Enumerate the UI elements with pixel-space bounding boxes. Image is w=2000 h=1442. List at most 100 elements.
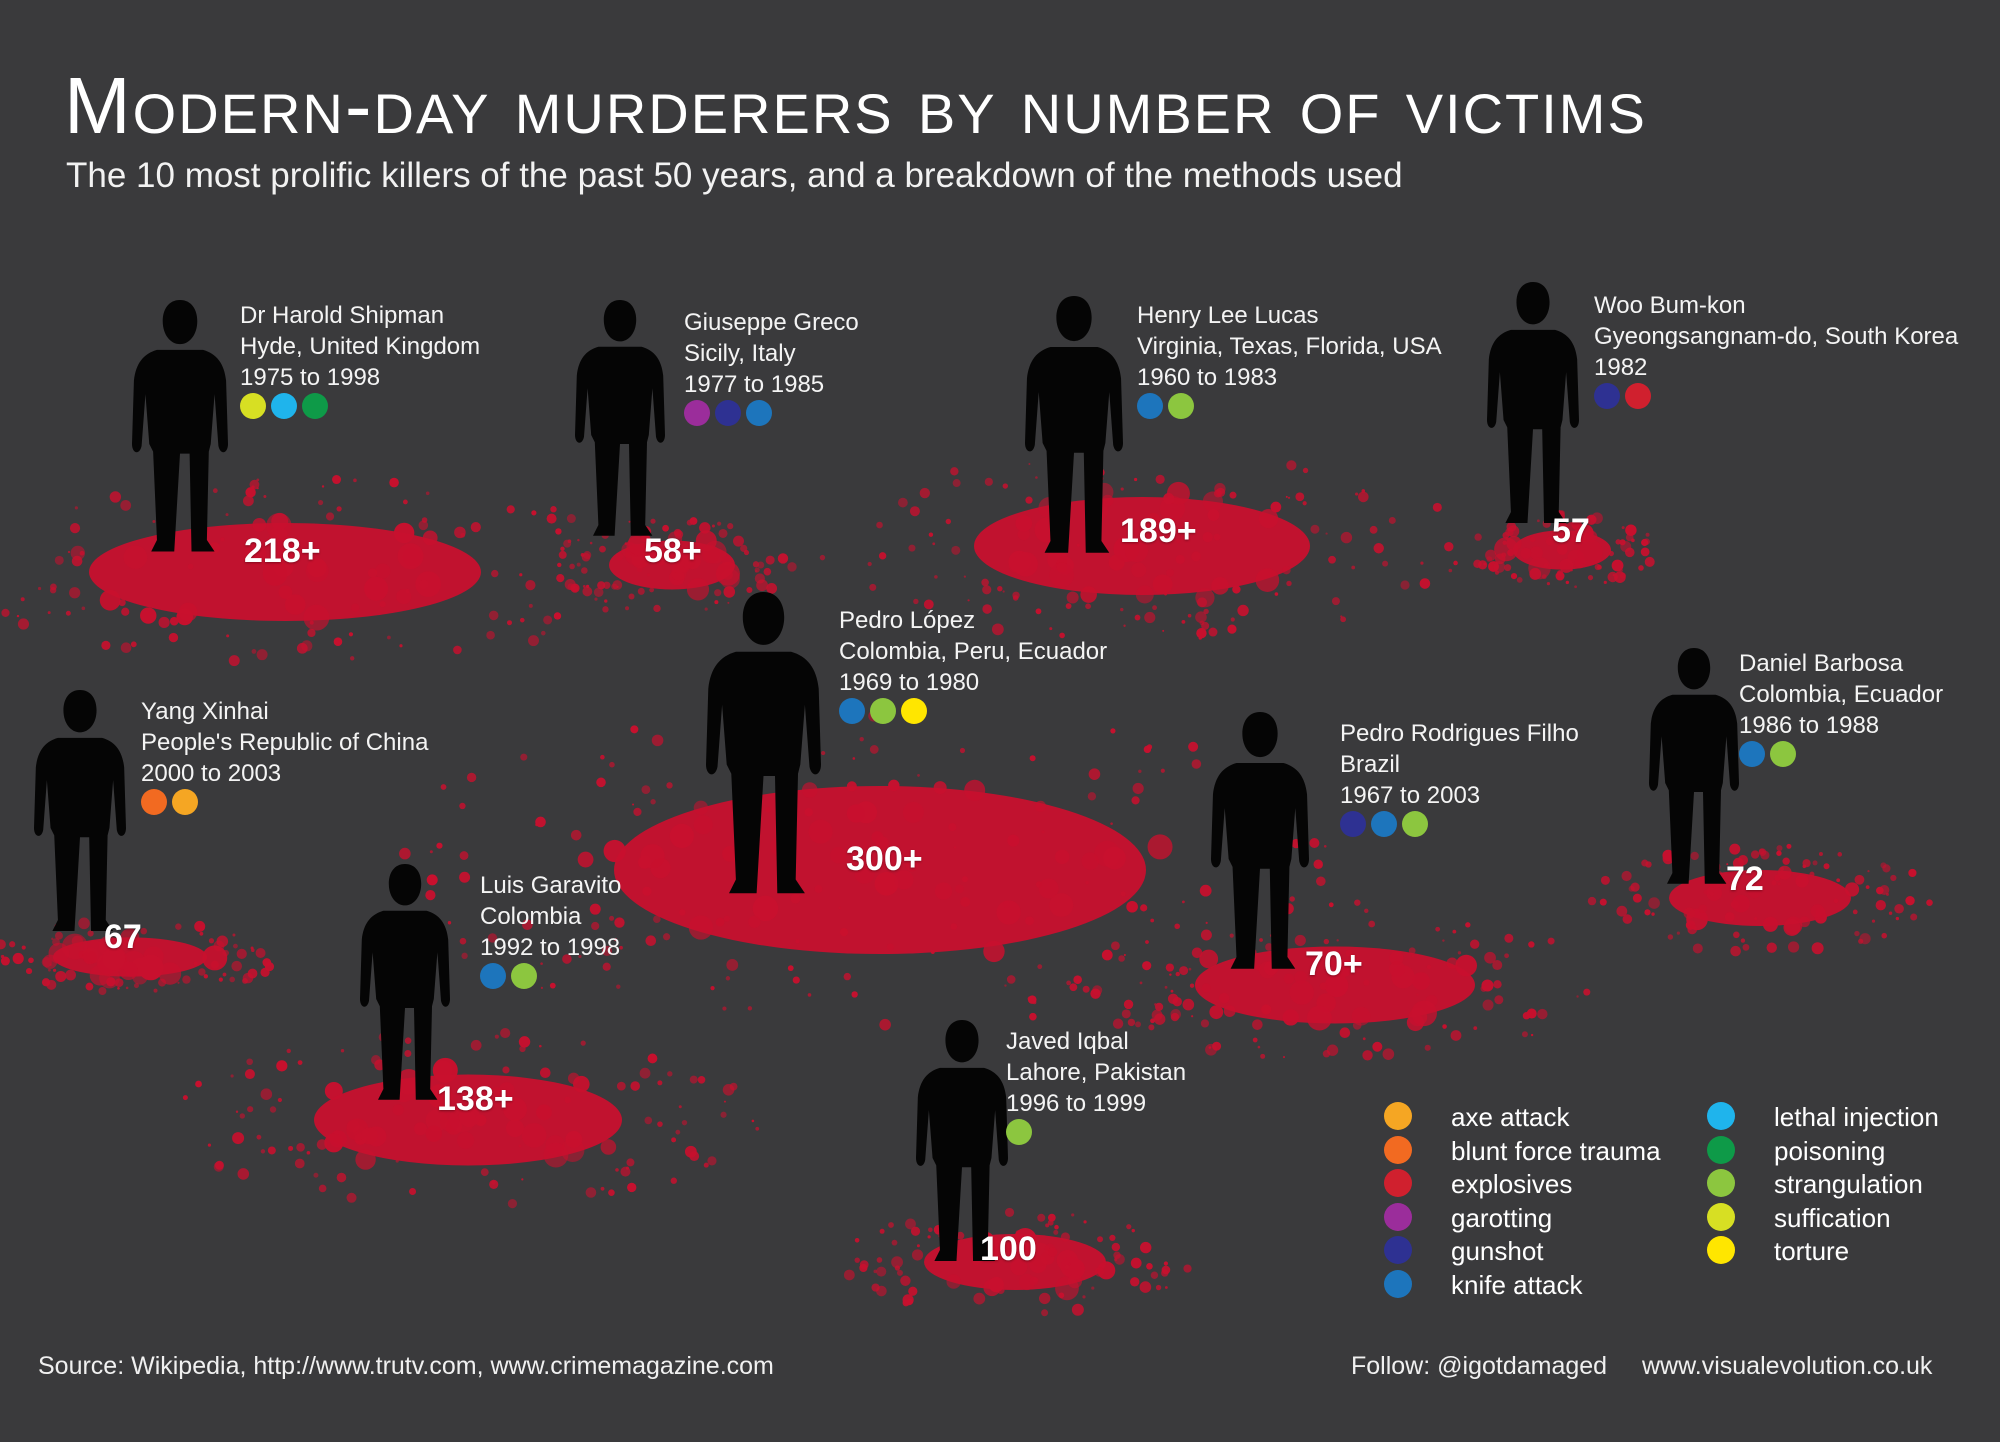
legend-swatch — [1384, 1135, 1412, 1164]
killer-name: Henry Lee Lucas — [1137, 302, 1319, 329]
legend-label: explosives — [1451, 1169, 1573, 1199]
killer-years: 1975 to 1998 — [240, 364, 381, 391]
method-dot-poisoning — [302, 393, 328, 419]
killer-info: Giuseppe Greco Sicily, Italy 1977 to 1985 — [684, 307, 859, 426]
killer-name: Pedro Rodrigues Filho — [1340, 720, 1579, 747]
victim-count: 67 — [104, 918, 142, 956]
person-silhouette — [132, 300, 228, 552]
killer-location: Colombia, Peru, Ecuador — [839, 638, 1108, 665]
killer-years: 1969 to 1980 — [839, 669, 980, 696]
killer-location: Lahore, Pakistan — [1006, 1059, 1187, 1086]
legend-swatch — [1384, 1236, 1412, 1264]
method-dots — [1340, 811, 1579, 837]
method-dot-blunt-force-trauma — [141, 789, 167, 815]
killer-name: Woo Bum-kon — [1594, 292, 1746, 319]
method-dot-axe-attack — [172, 789, 198, 815]
killer-location: Colombia, Ecuador — [1739, 681, 1944, 708]
killer-info: Pedro López Colombia, Peru, Ecuador 1969 t… — [839, 605, 1107, 724]
method-dot-gunshot — [1594, 383, 1620, 409]
method-dot-explosives — [1625, 383, 1651, 409]
killer-location: People's Republic of China — [141, 729, 429, 756]
person-silhouette — [575, 300, 665, 536]
killer-location: Brazil — [1340, 751, 1401, 778]
legend-label: blunt force trauma — [1451, 1135, 1661, 1166]
killer-location: Virginia, Texas, Florida, USA — [1137, 333, 1442, 360]
killer-years: 1982 — [1594, 354, 1648, 381]
legend-label: suffication — [1774, 1202, 1891, 1233]
person-silhouette — [360, 864, 450, 1100]
method-dots — [684, 400, 859, 426]
method-dot-knife-attack — [1739, 741, 1765, 767]
victim-count: 300+ — [846, 840, 923, 878]
legend-swatch — [1384, 1269, 1412, 1298]
method-dot-strangulation — [511, 963, 537, 989]
method-dots — [240, 393, 480, 419]
method-dot-knife-attack — [1137, 393, 1163, 419]
legend-label: axe attack — [1451, 1102, 1570, 1132]
killer-location: Colombia — [480, 903, 582, 930]
method-dot-strangulation — [1006, 1119, 1032, 1145]
follow-text[interactable]: Follow: @igotdamaged — [1351, 1352, 1608, 1380]
method-dot-strangulation — [870, 698, 896, 724]
legend-label: knife attack — [1451, 1269, 1583, 1300]
victim-count: 218+ — [244, 532, 321, 570]
legend-swatch — [1707, 1202, 1735, 1231]
killer-name: Daniel Barbosa — [1739, 650, 1904, 677]
person-silhouette — [1487, 282, 1579, 524]
method-dot-gunshot — [1340, 811, 1366, 837]
method-dot-strangulation — [1402, 811, 1428, 837]
killer-years: 1967 to 2003 — [1340, 782, 1481, 809]
legend-swatch — [1384, 1102, 1412, 1130]
killer-years: 1977 to 1985 — [684, 371, 825, 398]
killer-years: 1986 to 1988 — [1739, 712, 1880, 739]
method-dot-knife-attack — [1371, 811, 1397, 837]
page-title: Modern-day murderers by number of victim… — [64, 61, 1647, 150]
killer-name: Luis Garavito — [480, 872, 622, 899]
killer-name: Giuseppe Greco — [684, 309, 859, 336]
method-dot-knife-attack — [746, 400, 772, 426]
killer-name: Javed Iqbal — [1006, 1028, 1129, 1055]
legend-label: torture — [1774, 1236, 1850, 1266]
website-link[interactable]: www.visualevolution.co.uk — [1642, 1352, 1933, 1380]
person-silhouette — [1649, 648, 1739, 884]
method-dots — [1137, 393, 1442, 419]
blood-splatter — [556, 517, 797, 613]
victim-count: 189+ — [1120, 512, 1197, 550]
source-text: Source: Wikipedia, http://www.trutv.com,… — [38, 1352, 774, 1380]
method-dot-knife-attack — [480, 963, 506, 989]
method-dot-suffication — [240, 393, 266, 419]
method-dots — [141, 789, 428, 815]
method-dot-strangulation — [1770, 741, 1796, 767]
killer-info: Daniel Barbosa Colombia, Ecuador 1986 to 1… — [1739, 648, 1943, 767]
method-dot-garotting — [684, 400, 710, 426]
legend-swatch — [1384, 1202, 1412, 1231]
legend-swatch — [1384, 1169, 1412, 1197]
person-silhouette — [34, 690, 126, 932]
person-silhouette — [916, 1020, 1008, 1262]
legend-label: garotting — [1451, 1202, 1553, 1233]
person-silhouette — [1025, 296, 1123, 553]
killer-info: Henry Lee Lucas Virginia, Texas, Florida,… — [1137, 300, 1442, 419]
killer-info: Luis Garavito Colombia 1992 to 1998 — [480, 870, 621, 989]
victim-count: 57 — [1552, 512, 1590, 550]
blood-splatter — [0, 917, 275, 995]
method-dot-lethal-injection — [271, 393, 297, 419]
method-dot-strangulation — [1168, 393, 1194, 419]
person-silhouette — [705, 592, 821, 894]
blood-splatter — [843, 1207, 1192, 1317]
method-dot-gunshot — [715, 400, 741, 426]
blood-splatter — [1066, 911, 1591, 1061]
killer-years: 1992 to 1998 — [480, 934, 621, 961]
killer-name: Yang Xinhai — [141, 698, 269, 725]
page-subtitle: The 10 most prolific killers of the past… — [66, 156, 1403, 195]
killer-info: Woo Bum-kon Gyeongsangnam-do, South Korea… — [1594, 290, 1958, 409]
victim-count: 100 — [980, 1230, 1037, 1268]
method-dots — [1594, 383, 1958, 409]
method-dots — [839, 698, 1107, 724]
legend-swatch — [1707, 1169, 1735, 1197]
killer-location: Sicily, Italy — [684, 340, 796, 367]
legend-swatch — [1707, 1102, 1735, 1130]
killer-name: Pedro López — [839, 607, 976, 634]
killer-info: Pedro Rodrigues Filho Brazil 1967 to 2003 — [1340, 718, 1579, 837]
killer-years: 2000 to 2003 — [141, 760, 282, 787]
